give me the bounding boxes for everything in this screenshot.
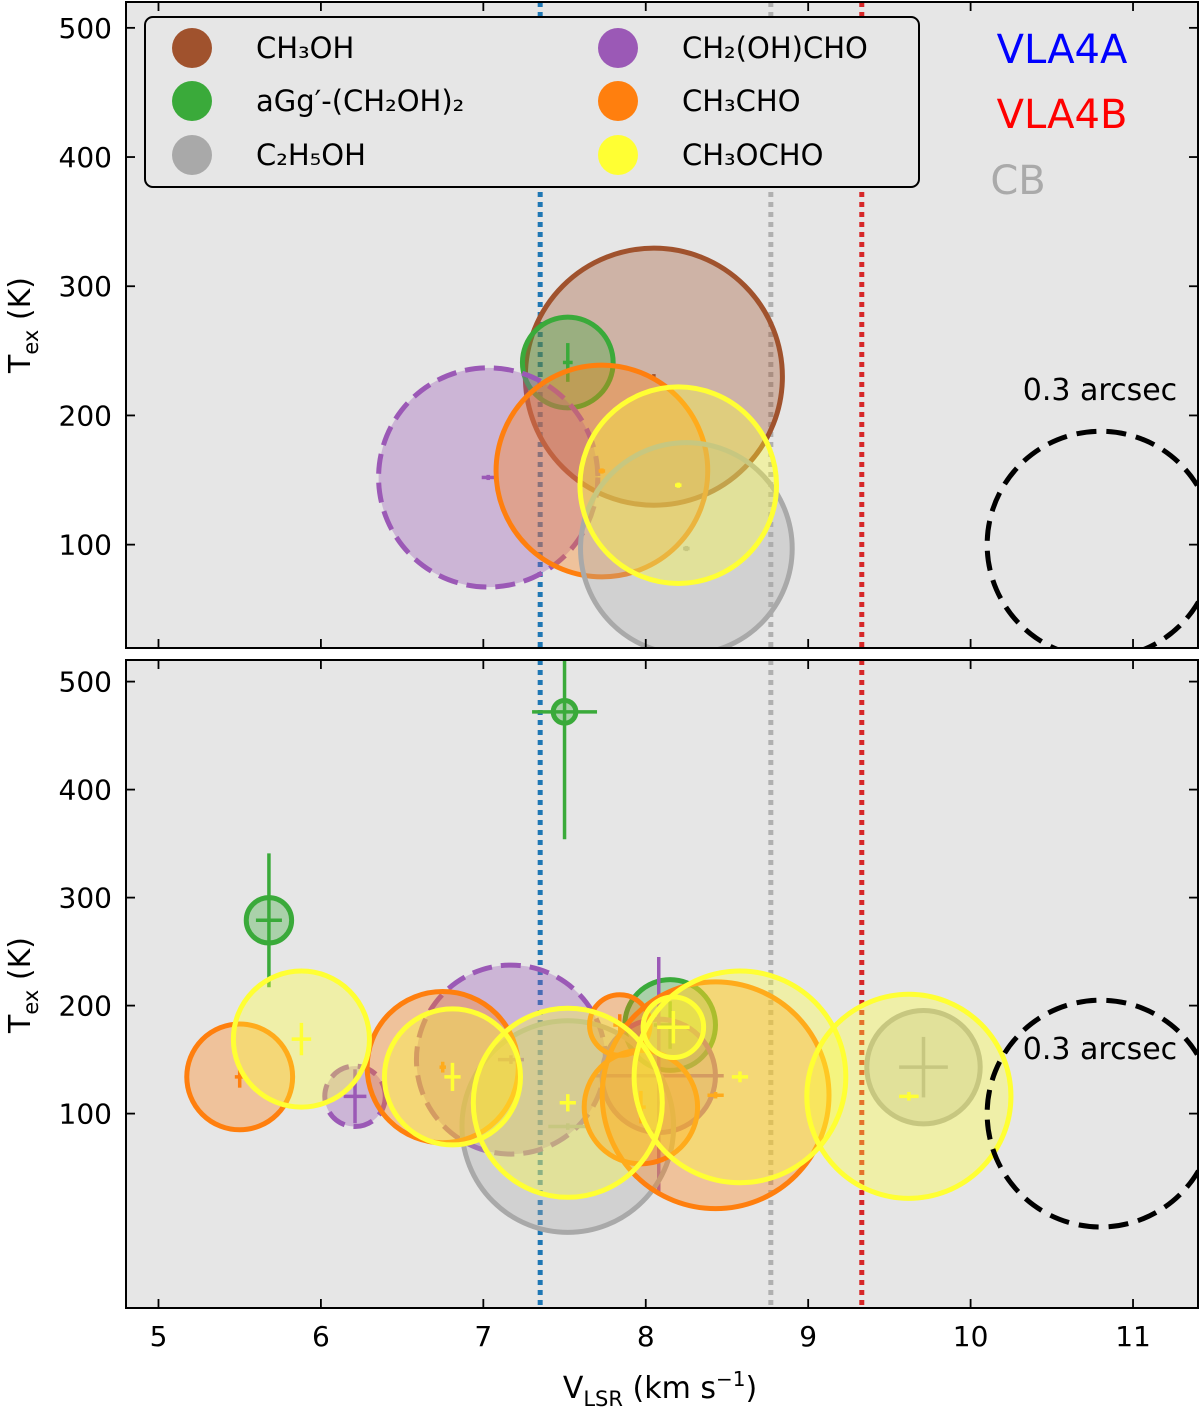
bottom-scale-label: 0.3 arcsec: [1023, 1032, 1177, 1067]
y-tick-label: 200: [59, 399, 112, 432]
bottom-panel-background: [126, 660, 1198, 1308]
x-axis-label: VLSR (km s−1): [563, 1367, 757, 1407]
bottom-axes: 5 6 7 8 9 10 11 100 200 300 400 500: [59, 660, 1198, 1353]
x-tick-label: 5: [150, 1320, 168, 1353]
bottom-panel: 5 6 7 8 9 10 11 100 200 300 400 500 Tex (K) VLSR (k…: [3, 659, 1199, 1407]
marker-c2h5oh: [578, 440, 795, 648]
legend-marker-ch3cho: [598, 81, 638, 121]
legend-box: [144, 16, 920, 188]
source-label-vla4b: VLA4B: [997, 92, 1128, 138]
legend-marker-aggprime-ch2oh2: [172, 81, 212, 121]
y-tick-label: 100: [59, 529, 112, 562]
top-panel: 100 200 300 400 500 Tex (K) CH₃OH aGg′-(CH₂O…: [3, 1, 1199, 649]
top-panel-frame: [125, 1, 1199, 649]
legend-marker-ch3ocho: [598, 135, 638, 175]
top-axes: 100 200 300 400 500: [59, 2, 1198, 648]
legend-label-ch3oh: CH₃OH: [256, 31, 354, 65]
legend-label-aggprime-ch2oh2: aGg′-(CH₂OH)₂: [256, 84, 464, 118]
legend-label-ch3cho: CH₃CHO: [682, 84, 801, 118]
y-tick-label: 100: [59, 1098, 112, 1131]
legend: CH₃OH aGg′-(CH₂OH)₂ C₂H₅OH CH₂(OH)CHO CH…: [144, 16, 920, 188]
legend-label-ch3ocho: CH₃OCHO: [682, 138, 823, 172]
source-label-vla4a: VLA4A: [997, 27, 1128, 73]
y-tick-label: 500: [59, 666, 112, 699]
x-tick-label: 6: [312, 1320, 330, 1353]
legend-label-c2h5oh: C₂H₅OH: [256, 138, 366, 172]
x-tick-label: 11: [1115, 1320, 1151, 1353]
x-tick-label: 8: [637, 1320, 655, 1353]
x-tick-label: 10: [953, 1320, 989, 1353]
bottom-panel-frame: [125, 659, 1199, 1309]
top-scale-label: 0.3 arcsec: [1023, 373, 1177, 408]
top-y-axis-label: Tex (K): [3, 277, 43, 374]
x-tick-label: 9: [799, 1320, 817, 1353]
y-tick-label: 200: [59, 990, 112, 1023]
source-label-cb: CB: [990, 158, 1045, 204]
x-tick-label: 7: [474, 1320, 492, 1353]
legend-marker-ch2ohcho: [598, 28, 638, 68]
y-tick-label: 400: [59, 141, 112, 174]
bottom-y-axis-label: Tex (K): [3, 937, 43, 1034]
y-tick-label: 500: [59, 12, 112, 45]
legend-marker-ch3oh: [172, 28, 212, 68]
legend-marker-c2h5oh: [172, 135, 212, 175]
y-tick-label: 400: [59, 774, 112, 807]
top-plot-area: [376, 2, 1198, 648]
legend-label-ch2ohcho: CH₂(OH)CHO: [682, 31, 868, 65]
bottom-plot-area: [184, 660, 1198, 1308]
y-tick-label: 300: [59, 270, 112, 303]
y-tick-label: 300: [59, 882, 112, 915]
